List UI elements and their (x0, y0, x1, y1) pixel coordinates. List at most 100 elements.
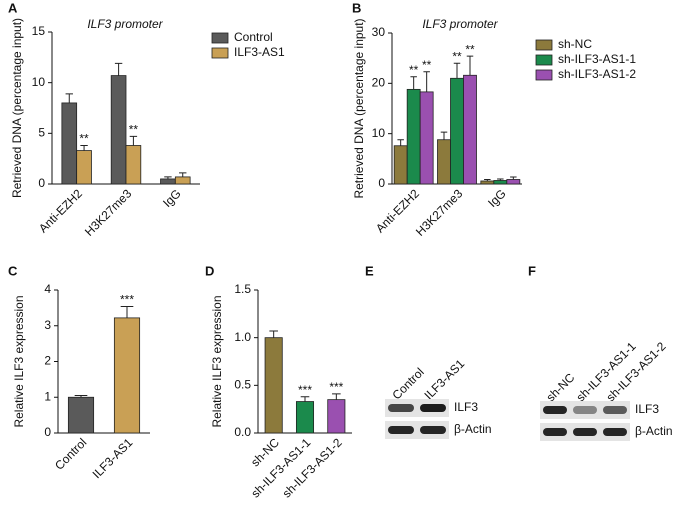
bar (419, 91, 434, 185)
bar (493, 180, 508, 185)
significance: ** (422, 58, 432, 72)
y-tick-label: 0 (38, 176, 45, 190)
y-tick-label: 2 (44, 354, 51, 368)
y-tick-label: 4 (44, 282, 51, 296)
legend-swatch (535, 39, 553, 51)
lane-label: sh-NC (543, 370, 577, 404)
legend-label: sh-NC (558, 37, 592, 51)
y-axis-label: Retrieved DNA (percentage input) (352, 18, 366, 198)
panel-label: B (352, 0, 361, 15)
legend-swatch (211, 47, 229, 59)
y-tick-label: 3 (44, 318, 51, 332)
chart-title: ILF3 promoter (422, 17, 498, 31)
panel-label: F (528, 263, 536, 278)
y-axis-label: Retrieved DNA (percentage input) (10, 18, 24, 198)
x-tick-label: IgG (485, 186, 509, 210)
error-bar (80, 144, 88, 151)
bar (264, 337, 283, 434)
band-label: ILF3 (635, 402, 659, 416)
legend-label: sh-ILF3-AS1-2 (558, 67, 636, 81)
band-label: β-Actin (454, 422, 492, 436)
bar (174, 176, 191, 185)
bar (437, 139, 451, 185)
error-bar (65, 93, 73, 103)
bar (480, 180, 495, 185)
chart-title: ILF3 promoter (87, 17, 163, 31)
blot-strip (385, 399, 449, 417)
y-tick-label: 0 (44, 425, 51, 439)
y-tick-label: 5 (38, 126, 45, 140)
error-bar (466, 55, 474, 76)
bar (295, 401, 315, 434)
legend-label: ILF3-AS1 (234, 45, 285, 59)
bar (406, 88, 421, 185)
error-bar (300, 396, 310, 402)
x-tick-label: IgG (160, 186, 184, 210)
blot-band (420, 404, 446, 412)
bar (506, 179, 521, 185)
x-tick-label: Anti-EZH2 (36, 186, 85, 235)
significance: ** (129, 123, 139, 137)
blot-band (603, 428, 627, 436)
x-tick-label: ILF3-AS1 (90, 435, 136, 481)
blot-band (573, 406, 597, 414)
bar (61, 102, 78, 185)
bar (463, 74, 477, 185)
panel-label: C (8, 263, 18, 278)
significance: ** (79, 132, 89, 146)
bar (125, 145, 142, 185)
x-tick-label: Control (52, 435, 89, 472)
error-bar (397, 139, 404, 146)
blot-band (573, 428, 597, 436)
band-label: ILF3 (454, 400, 478, 414)
error-bar (332, 393, 341, 400)
blot-strip (540, 401, 630, 419)
error-bar (120, 305, 134, 318)
error-bar (129, 135, 138, 146)
y-tick-label: 1.5 (234, 282, 251, 296)
error-bar (410, 76, 417, 90)
y-tick-label: 0 (378, 176, 385, 190)
bar (76, 150, 92, 185)
y-axis-label: Relative ILF3 expression (12, 295, 26, 427)
blot-band (543, 428, 567, 436)
error-bar (179, 172, 187, 177)
error-bar (74, 394, 88, 398)
y-tick-label: 30 (372, 25, 386, 39)
error-bar (440, 131, 448, 140)
lane-label: ILF3-AS1 (421, 356, 467, 402)
y-tick-label: 0.0 (234, 425, 251, 439)
error-bar (423, 71, 430, 92)
blot-band (420, 426, 446, 434)
legend-label: sh-ILF3-AS1-1 (558, 52, 636, 66)
bar (393, 145, 408, 185)
error-bar (114, 62, 123, 76)
blot-band (543, 406, 567, 414)
error-bar (164, 176, 172, 179)
error-bar (497, 178, 504, 181)
error-bar (484, 178, 491, 181)
legend-swatch (535, 54, 553, 66)
significance: *** (120, 293, 134, 307)
significance: ** (465, 42, 475, 56)
blot-band (388, 426, 414, 434)
error-bar (453, 62, 461, 79)
x-tick-label: H3K27me3 (413, 186, 466, 239)
y-tick-label: 10 (32, 75, 46, 89)
significance: ** (452, 49, 462, 63)
bar (327, 399, 346, 434)
y-tick-label: 15 (32, 24, 46, 38)
bar (450, 77, 464, 185)
bar (110, 75, 127, 185)
y-tick-label: 10 (372, 126, 386, 140)
panel-label: D (205, 263, 214, 278)
error-bar (510, 176, 517, 180)
bar (160, 178, 176, 185)
blot-band (603, 406, 627, 414)
x-tick-label: H3K27me3 (82, 186, 135, 239)
y-tick-label: 20 (372, 76, 386, 90)
error-bar (269, 330, 278, 338)
bar (67, 396, 95, 434)
legend-swatch (535, 69, 553, 81)
